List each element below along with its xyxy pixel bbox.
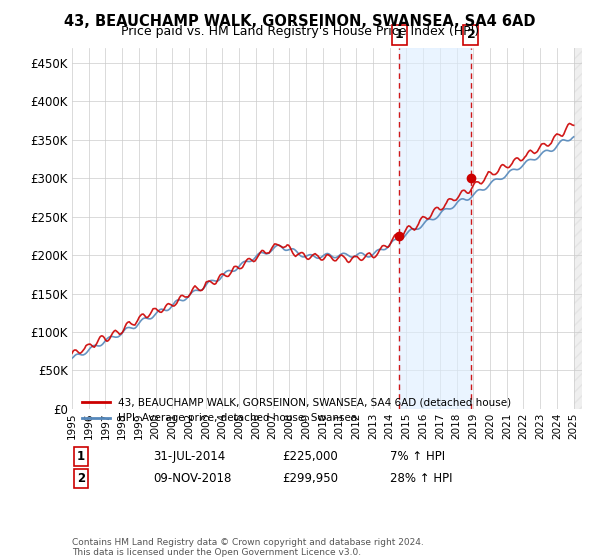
Text: 09-NOV-2018: 09-NOV-2018 [153,472,232,486]
Text: 7% ↑ HPI: 7% ↑ HPI [390,450,445,463]
Text: 1: 1 [77,450,85,463]
Text: Price paid vs. HM Land Registry's House Price Index (HPI): Price paid vs. HM Land Registry's House … [121,25,479,38]
Text: 43, BEAUCHAMP WALK, GORSEINON, SWANSEA, SA4 6AD (detached house): 43, BEAUCHAMP WALK, GORSEINON, SWANSEA, … [118,397,511,407]
Text: 43, BEAUCHAMP WALK, GORSEINON, SWANSEA, SA4 6AD: 43, BEAUCHAMP WALK, GORSEINON, SWANSEA, … [64,14,536,29]
Text: 2: 2 [467,29,475,41]
Text: 2: 2 [77,472,85,486]
Text: 31-JUL-2014: 31-JUL-2014 [153,450,225,463]
Text: £225,000: £225,000 [282,450,338,463]
Text: 28% ↑ HPI: 28% ↑ HPI [390,472,452,486]
Text: £299,950: £299,950 [282,472,338,486]
Bar [400,48,471,409]
Text: Contains HM Land Registry data © Crown copyright and database right 2024.
This d: Contains HM Land Registry data © Crown c… [72,538,424,557]
Text: HPI: Average price, detached house, Swansea: HPI: Average price, detached house, Swan… [118,413,357,423]
Text: 1: 1 [395,29,404,41]
Bar [574,48,599,409]
